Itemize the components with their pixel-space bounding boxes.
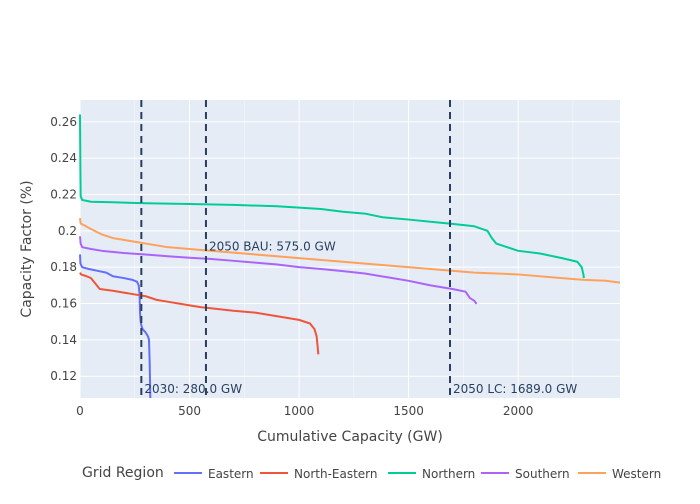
legend-title: Grid Region <box>82 465 164 481</box>
series-line-western <box>79 217 621 284</box>
legend-label-eastern[interactable]: Eastern <box>208 467 254 481</box>
reference-line-label-1: 2030: 280.0 GW <box>144 382 242 396</box>
grid-lines <box>79 100 620 398</box>
x-tick-label: 0 <box>76 404 84 418</box>
y-tick-label: 0.16 <box>50 297 77 311</box>
legend-label-northern[interactable]: Northern <box>422 467 475 481</box>
y-tick-label: 0.26 <box>50 115 77 129</box>
series-line-northern <box>79 114 585 279</box>
legend-label-western[interactable]: Western <box>612 467 661 481</box>
y-tick-labels: 0.12 0.14 0.16 0.18 0.2 0.22 0.24 0.26 <box>50 115 77 383</box>
series-line-southern <box>79 236 478 305</box>
x-tick-label: 2000 <box>503 404 534 418</box>
reference-line-label-2: 2050 BAU: 575.0 GW <box>209 239 336 253</box>
series-line-north-eastern <box>79 272 320 355</box>
legend-label-north-eastern[interactable]: North-Eastern <box>294 467 378 481</box>
series-lines <box>79 114 621 399</box>
reference-line-label-3: 2050 LC: 1689.0 GW <box>453 382 577 396</box>
legend: Grid Region Eastern North-Eastern Northern… <box>82 465 661 481</box>
y-tick-label: 0.12 <box>50 369 77 383</box>
vertical-reference-lines: 2030: 280.0 GW 2050 BAU: 575.0 GW 2050 LC:… <box>140 100 577 398</box>
x-tick-label: 1500 <box>393 404 424 418</box>
series-line-eastern <box>79 254 152 399</box>
legend-label-southern[interactable]: Southern <box>515 467 570 481</box>
x-tick-label: 500 <box>178 404 201 418</box>
x-axis-title: Cumulative Capacity (GW) <box>257 429 443 445</box>
y-tick-label: 0.22 <box>50 187 77 201</box>
y-tick-label: 0.14 <box>50 333 77 347</box>
y-tick-label: 0.2 <box>58 224 77 238</box>
y-axis-title: Capacity Factor (%) <box>19 180 35 317</box>
x-tick-label: 1000 <box>284 404 315 418</box>
y-tick-label: 0.18 <box>50 260 77 274</box>
y-tick-label: 0.24 <box>50 151 77 165</box>
plot-background <box>80 100 620 398</box>
x-tick-labels: 0 500 1000 1500 2000 <box>76 404 533 418</box>
